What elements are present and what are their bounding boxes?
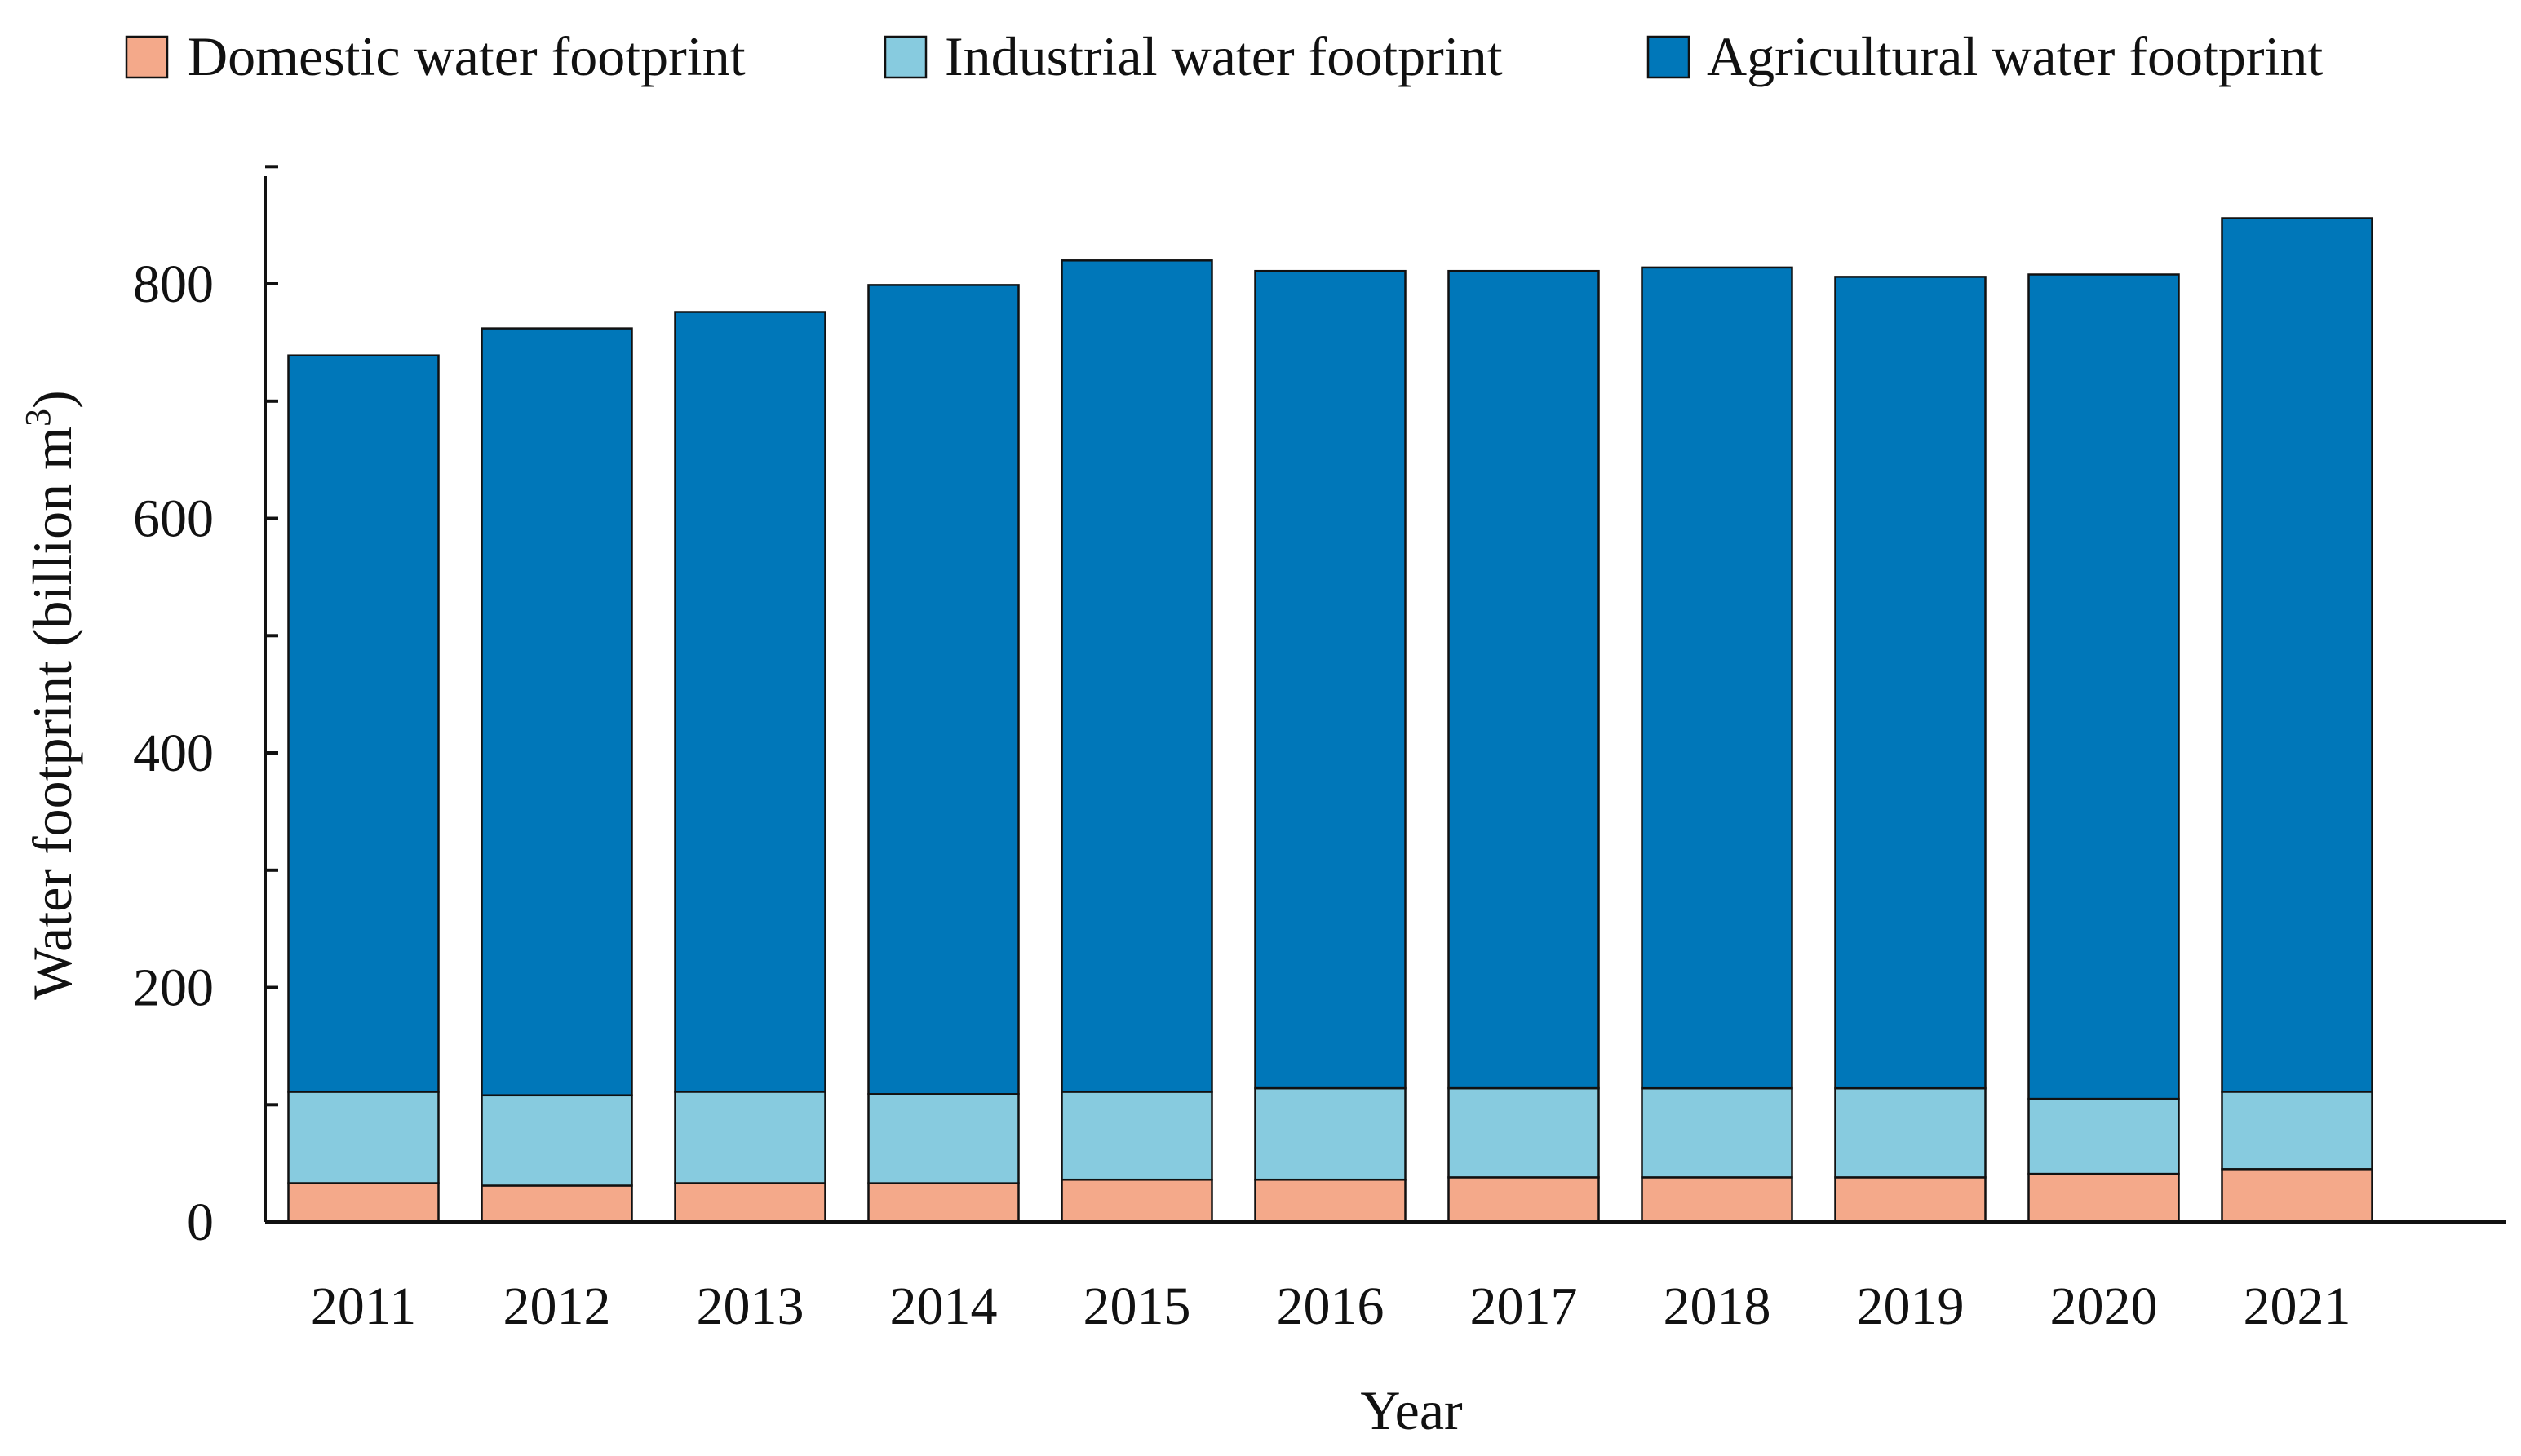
bar-domestic-2015 xyxy=(1061,1179,1213,1224)
bar-domestic-2012 xyxy=(481,1184,633,1224)
bar-agricultural-2013 xyxy=(674,311,826,1093)
x-axis-title: Year xyxy=(1360,1379,1463,1441)
bar-industrial-2019 xyxy=(1834,1086,1987,1179)
legend-swatch-agricultural xyxy=(1646,35,1690,79)
x-tick-label-2019: 2019 xyxy=(1857,1277,1965,1336)
x-tick-label-2015: 2015 xyxy=(1083,1277,1191,1336)
bar-domestic-2011 xyxy=(287,1182,440,1224)
y-tick-label-200: 200 xyxy=(133,958,214,1018)
x-tick-label-2014: 2014 xyxy=(890,1277,998,1336)
bar-industrial-2015 xyxy=(1061,1091,1213,1181)
bar-agricultural-2016 xyxy=(1254,269,1407,1090)
x-tick-label-2016: 2016 xyxy=(1277,1277,1385,1336)
bar-industrial-2020 xyxy=(2027,1097,2180,1175)
bar-agricultural-2011 xyxy=(287,354,440,1093)
bar-agricultural-2014 xyxy=(867,284,1020,1095)
legend-label-industrial: Industrial water footprint xyxy=(945,25,1503,87)
bar-domestic-2014 xyxy=(867,1182,1020,1224)
y-ticks: 0 200 400 600 800 xyxy=(133,165,278,1252)
y-tick-label-400: 400 xyxy=(133,724,214,783)
y-axis-title-close: ) xyxy=(21,390,83,409)
x-tick-labels: 2011 2012 2013 2014 2015 2016 2017 2018 2019 2020… xyxy=(311,1277,2351,1336)
bar-agricultural-2021 xyxy=(2221,217,2373,1093)
y-axis-title-superscript: 3 xyxy=(18,409,58,427)
bar-industrial-2012 xyxy=(481,1094,633,1187)
bar-industrial-2018 xyxy=(1641,1086,1793,1179)
bar-industrial-2016 xyxy=(1254,1086,1407,1181)
bar-domestic-2021 xyxy=(2221,1168,2373,1224)
bar-agricultural-2020 xyxy=(2027,273,2180,1100)
legend: Domestic water footprint Industrial wate… xyxy=(125,25,2323,87)
bar-domestic-2019 xyxy=(1834,1176,1987,1224)
bar-domestic-2017 xyxy=(1447,1176,1600,1224)
x-tick-label-2017: 2017 xyxy=(1470,1277,1578,1336)
bar-domestic-2016 xyxy=(1254,1179,1407,1224)
x-tick-label-2013: 2013 xyxy=(697,1277,804,1336)
bar-industrial-2011 xyxy=(287,1091,440,1184)
x-tick-label-2018: 2018 xyxy=(1664,1277,1771,1336)
bar-industrial-2021 xyxy=(2221,1091,2373,1171)
bar-domestic-2018 xyxy=(1641,1176,1793,1224)
x-tick-label-2012: 2012 xyxy=(503,1277,611,1336)
legend-swatch-industrial xyxy=(884,35,928,79)
bar-agricultural-2017 xyxy=(1447,269,1600,1090)
legend-item-domestic: Domestic water footprint xyxy=(125,25,746,87)
y-tick-label-600: 600 xyxy=(133,489,214,549)
legend-label-domestic: Domestic water footprint xyxy=(188,25,746,87)
x-tick-label-2011: 2011 xyxy=(311,1277,417,1336)
bar-domestic-2013 xyxy=(674,1182,826,1224)
bar-agricultural-2015 xyxy=(1061,259,1213,1093)
bar-industrial-2013 xyxy=(674,1091,826,1184)
y-tick-label-0: 0 xyxy=(187,1193,214,1252)
x-tick-label-2020: 2020 xyxy=(2050,1277,2158,1336)
y-axis-title: Water footprint (billion m3) xyxy=(18,390,83,999)
x-tick-label-2021: 2021 xyxy=(2244,1277,2351,1336)
bars-group xyxy=(287,217,2373,1224)
y-axis-title-main: Water footprint (billion m xyxy=(21,427,83,1000)
legend-item-agricultural: Agricultural water footprint xyxy=(1646,25,2323,87)
bar-industrial-2017 xyxy=(1447,1086,1600,1179)
bar-agricultural-2019 xyxy=(1834,276,1987,1090)
bar-industrial-2014 xyxy=(867,1093,1020,1184)
legend-swatch-domestic xyxy=(125,35,169,79)
legend-item-industrial: Industrial water footprint xyxy=(884,25,1503,87)
y-tick-label-800: 800 xyxy=(133,254,214,314)
bar-domestic-2020 xyxy=(2027,1172,2180,1224)
bar-agricultural-2012 xyxy=(481,327,633,1096)
bar-agricultural-2018 xyxy=(1641,266,1793,1090)
legend-label-agricultural: Agricultural water footprint xyxy=(1707,25,2323,87)
